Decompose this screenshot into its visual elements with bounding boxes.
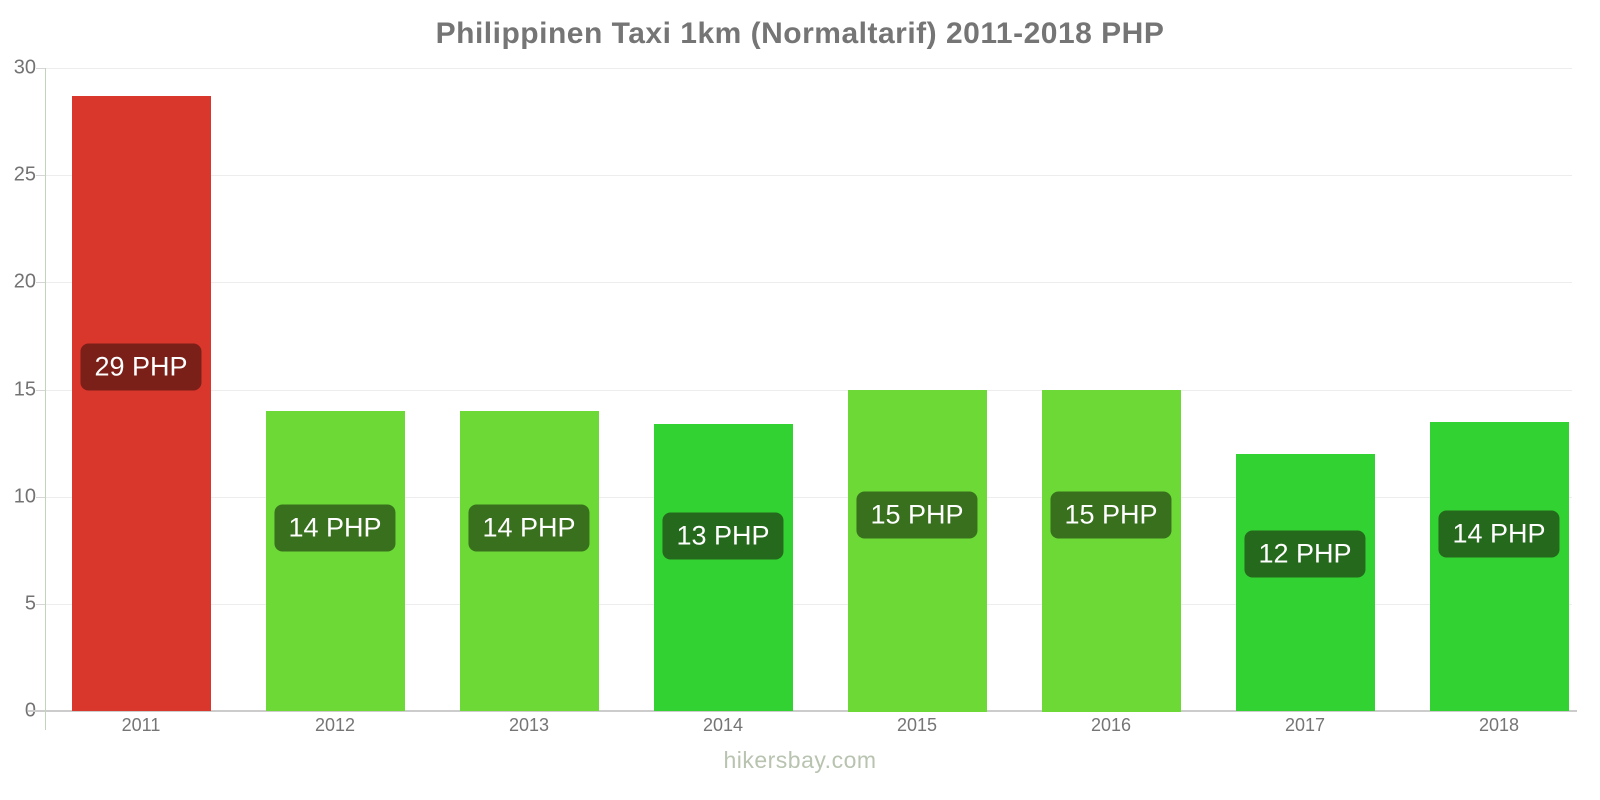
gridline [45, 390, 1572, 391]
y-tick-label: 15 [13, 378, 36, 401]
bar-2014[interactable] [653, 424, 793, 711]
x-tick-label: 2011 [121, 715, 161, 735]
x-tick-label: 2013 [508, 715, 550, 735]
gridline [45, 282, 1572, 283]
x-tick-label: 2018 [1478, 715, 1520, 735]
x-tick-label: 2012 [314, 715, 356, 735]
gridline [45, 497, 1572, 498]
y-tick-label: 30 [13, 56, 36, 79]
y-tick-label: 25 [13, 163, 36, 186]
bar-value-label: 13 PHP [662, 512, 784, 560]
bar-value-label: 12 PHP [1244, 530, 1366, 578]
y-tick-label: 10 [13, 485, 36, 508]
bar-value-label: 15 PHP [1050, 491, 1172, 539]
y-tick-label: 20 [13, 270, 36, 293]
x-tick-label: 2017 [1284, 715, 1326, 735]
x-axis-line [28, 710, 1577, 712]
y-axis-tick [36, 282, 45, 283]
bar-2018[interactable] [1429, 422, 1569, 711]
y-axis-tick [36, 390, 45, 391]
gridline [45, 68, 1572, 69]
x-tick-label: 2015 [896, 715, 938, 735]
y-axis-tick [36, 68, 45, 69]
x-tick-label: 2016 [1090, 715, 1132, 735]
bar-2017[interactable] [1235, 454, 1375, 711]
y-tick-label: 5 [24, 592, 36, 615]
bar-2015[interactable] [847, 390, 987, 712]
y-axis-tick [36, 175, 45, 176]
bar-value-label: 15 PHP [856, 491, 978, 539]
x-tick-label: 2014 [702, 715, 744, 735]
bar-2013[interactable] [459, 411, 599, 711]
bar-2011[interactable] [71, 96, 211, 711]
gridline [45, 604, 1572, 605]
gridline [45, 175, 1572, 176]
y-axis-tick [36, 604, 45, 605]
bar-2016[interactable] [1041, 390, 1181, 712]
bar-value-label: 14 PHP [468, 504, 590, 552]
watermark-link[interactable]: hikersbay.com [723, 747, 877, 773]
bar-value-label: 14 PHP [274, 504, 396, 552]
y-axis-tick [36, 497, 45, 498]
y-axis-line [45, 68, 46, 730]
bar-value-label: 29 PHP [80, 343, 202, 391]
bar-value-label: 14 PHP [1438, 510, 1560, 558]
chart-title: Philippinen Taxi 1km (Normaltarif) 2011-… [435, 17, 1165, 50]
bar-2012[interactable] [265, 411, 405, 711]
